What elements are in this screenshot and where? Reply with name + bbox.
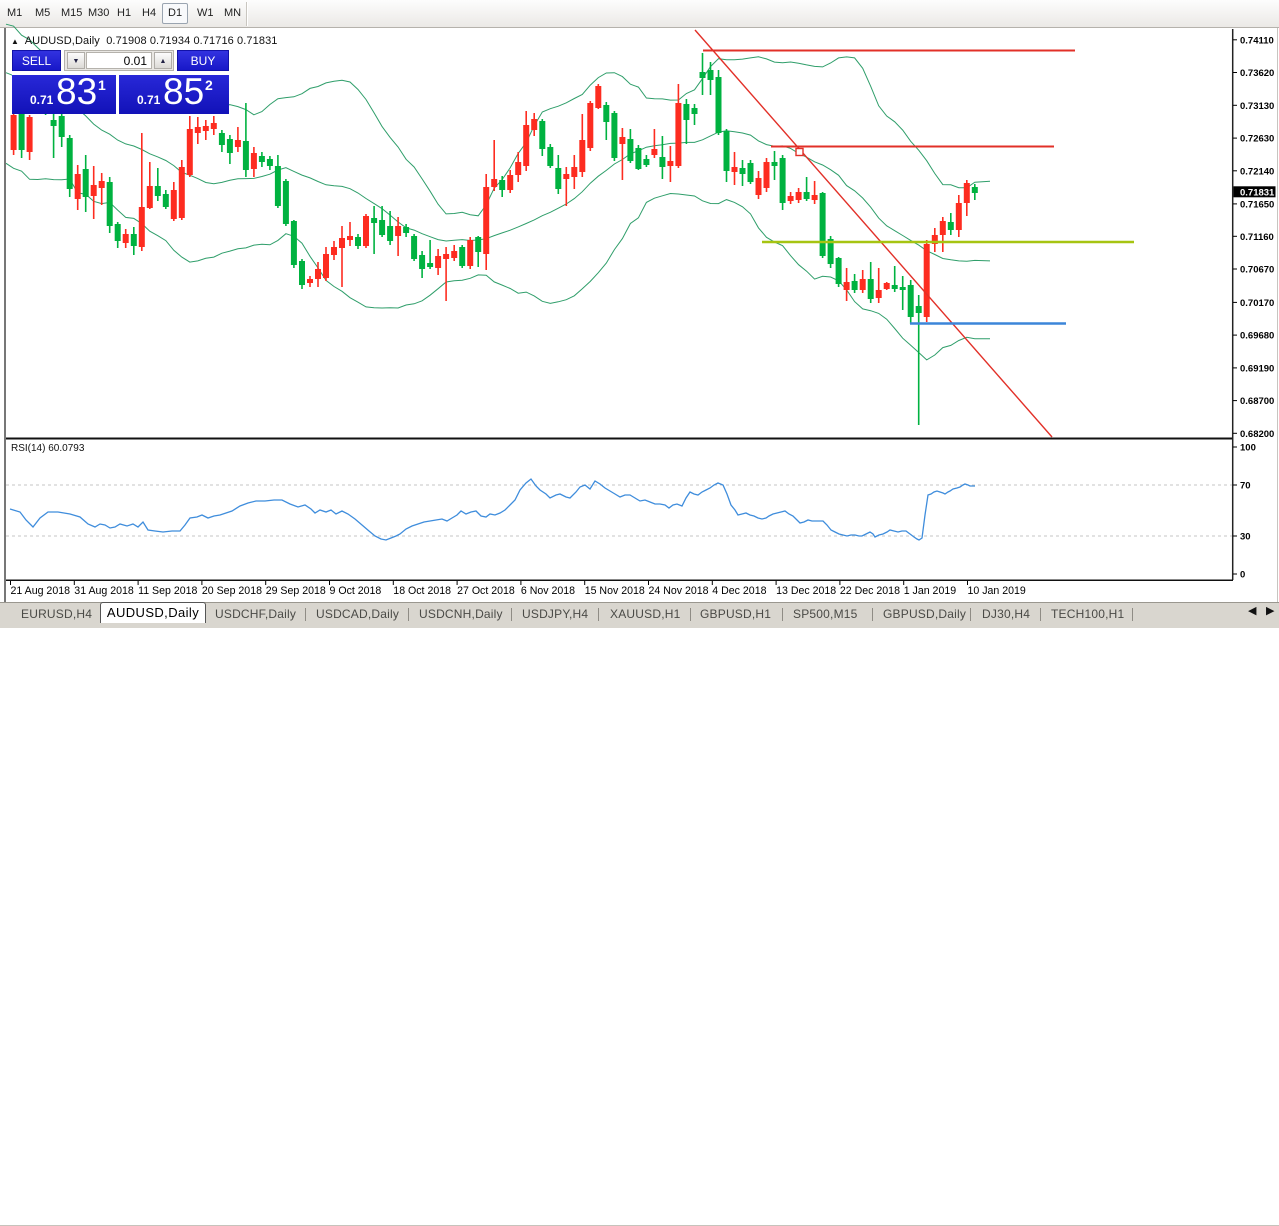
svg-text:0.72140: 0.72140 bbox=[1240, 166, 1274, 177]
svg-text:29 Sep 2018: 29 Sep 2018 bbox=[266, 585, 326, 597]
svg-text:0.72630: 0.72630 bbox=[1240, 134, 1274, 145]
svg-text:20 Sep 2018: 20 Sep 2018 bbox=[202, 585, 262, 597]
svg-text:0.69680: 0.69680 bbox=[1240, 331, 1274, 342]
svg-text:27 Oct 2018: 27 Oct 2018 bbox=[457, 585, 515, 597]
svg-text:0.71650: 0.71650 bbox=[1240, 199, 1274, 210]
svg-text:0.73130: 0.73130 bbox=[1240, 101, 1274, 112]
svg-text:24 Nov 2018: 24 Nov 2018 bbox=[649, 585, 709, 597]
svg-text:0.69190: 0.69190 bbox=[1240, 363, 1274, 374]
svg-text:30: 30 bbox=[1240, 532, 1251, 543]
svg-text:1 Jan 2019: 1 Jan 2019 bbox=[904, 585, 957, 597]
svg-text:0.71831: 0.71831 bbox=[1240, 187, 1275, 198]
svg-text:22 Dec 2018: 22 Dec 2018 bbox=[840, 585, 900, 597]
svg-text:31 Aug 2018: 31 Aug 2018 bbox=[74, 585, 134, 597]
svg-text:6 Nov 2018: 6 Nov 2018 bbox=[521, 585, 575, 597]
svg-text:11 Sep 2018: 11 Sep 2018 bbox=[138, 585, 197, 597]
svg-text:13 Dec 2018: 13 Dec 2018 bbox=[776, 585, 836, 597]
svg-text:18 Oct 2018: 18 Oct 2018 bbox=[393, 585, 451, 597]
svg-text:0.68200: 0.68200 bbox=[1240, 429, 1274, 440]
svg-text:0.70170: 0.70170 bbox=[1240, 298, 1274, 309]
svg-text:0: 0 bbox=[1240, 570, 1245, 581]
svg-text:15 Nov 2018: 15 Nov 2018 bbox=[585, 585, 645, 597]
svg-text:4 Dec 2018: 4 Dec 2018 bbox=[712, 585, 766, 597]
svg-text:0.68700: 0.68700 bbox=[1240, 396, 1274, 407]
svg-text:70: 70 bbox=[1240, 481, 1251, 492]
svg-text:100: 100 bbox=[1240, 443, 1256, 454]
svg-text:0.74110: 0.74110 bbox=[1240, 35, 1274, 46]
svg-text:0.70670: 0.70670 bbox=[1240, 265, 1274, 276]
svg-text:10 Jan 2019: 10 Jan 2019 bbox=[968, 585, 1026, 597]
svg-text:0.73620: 0.73620 bbox=[1240, 68, 1274, 79]
svg-text:21 Aug 2018: 21 Aug 2018 bbox=[11, 585, 71, 597]
svg-text:9 Oct 2018: 9 Oct 2018 bbox=[330, 585, 382, 597]
svg-text:0.71160: 0.71160 bbox=[1240, 232, 1274, 243]
